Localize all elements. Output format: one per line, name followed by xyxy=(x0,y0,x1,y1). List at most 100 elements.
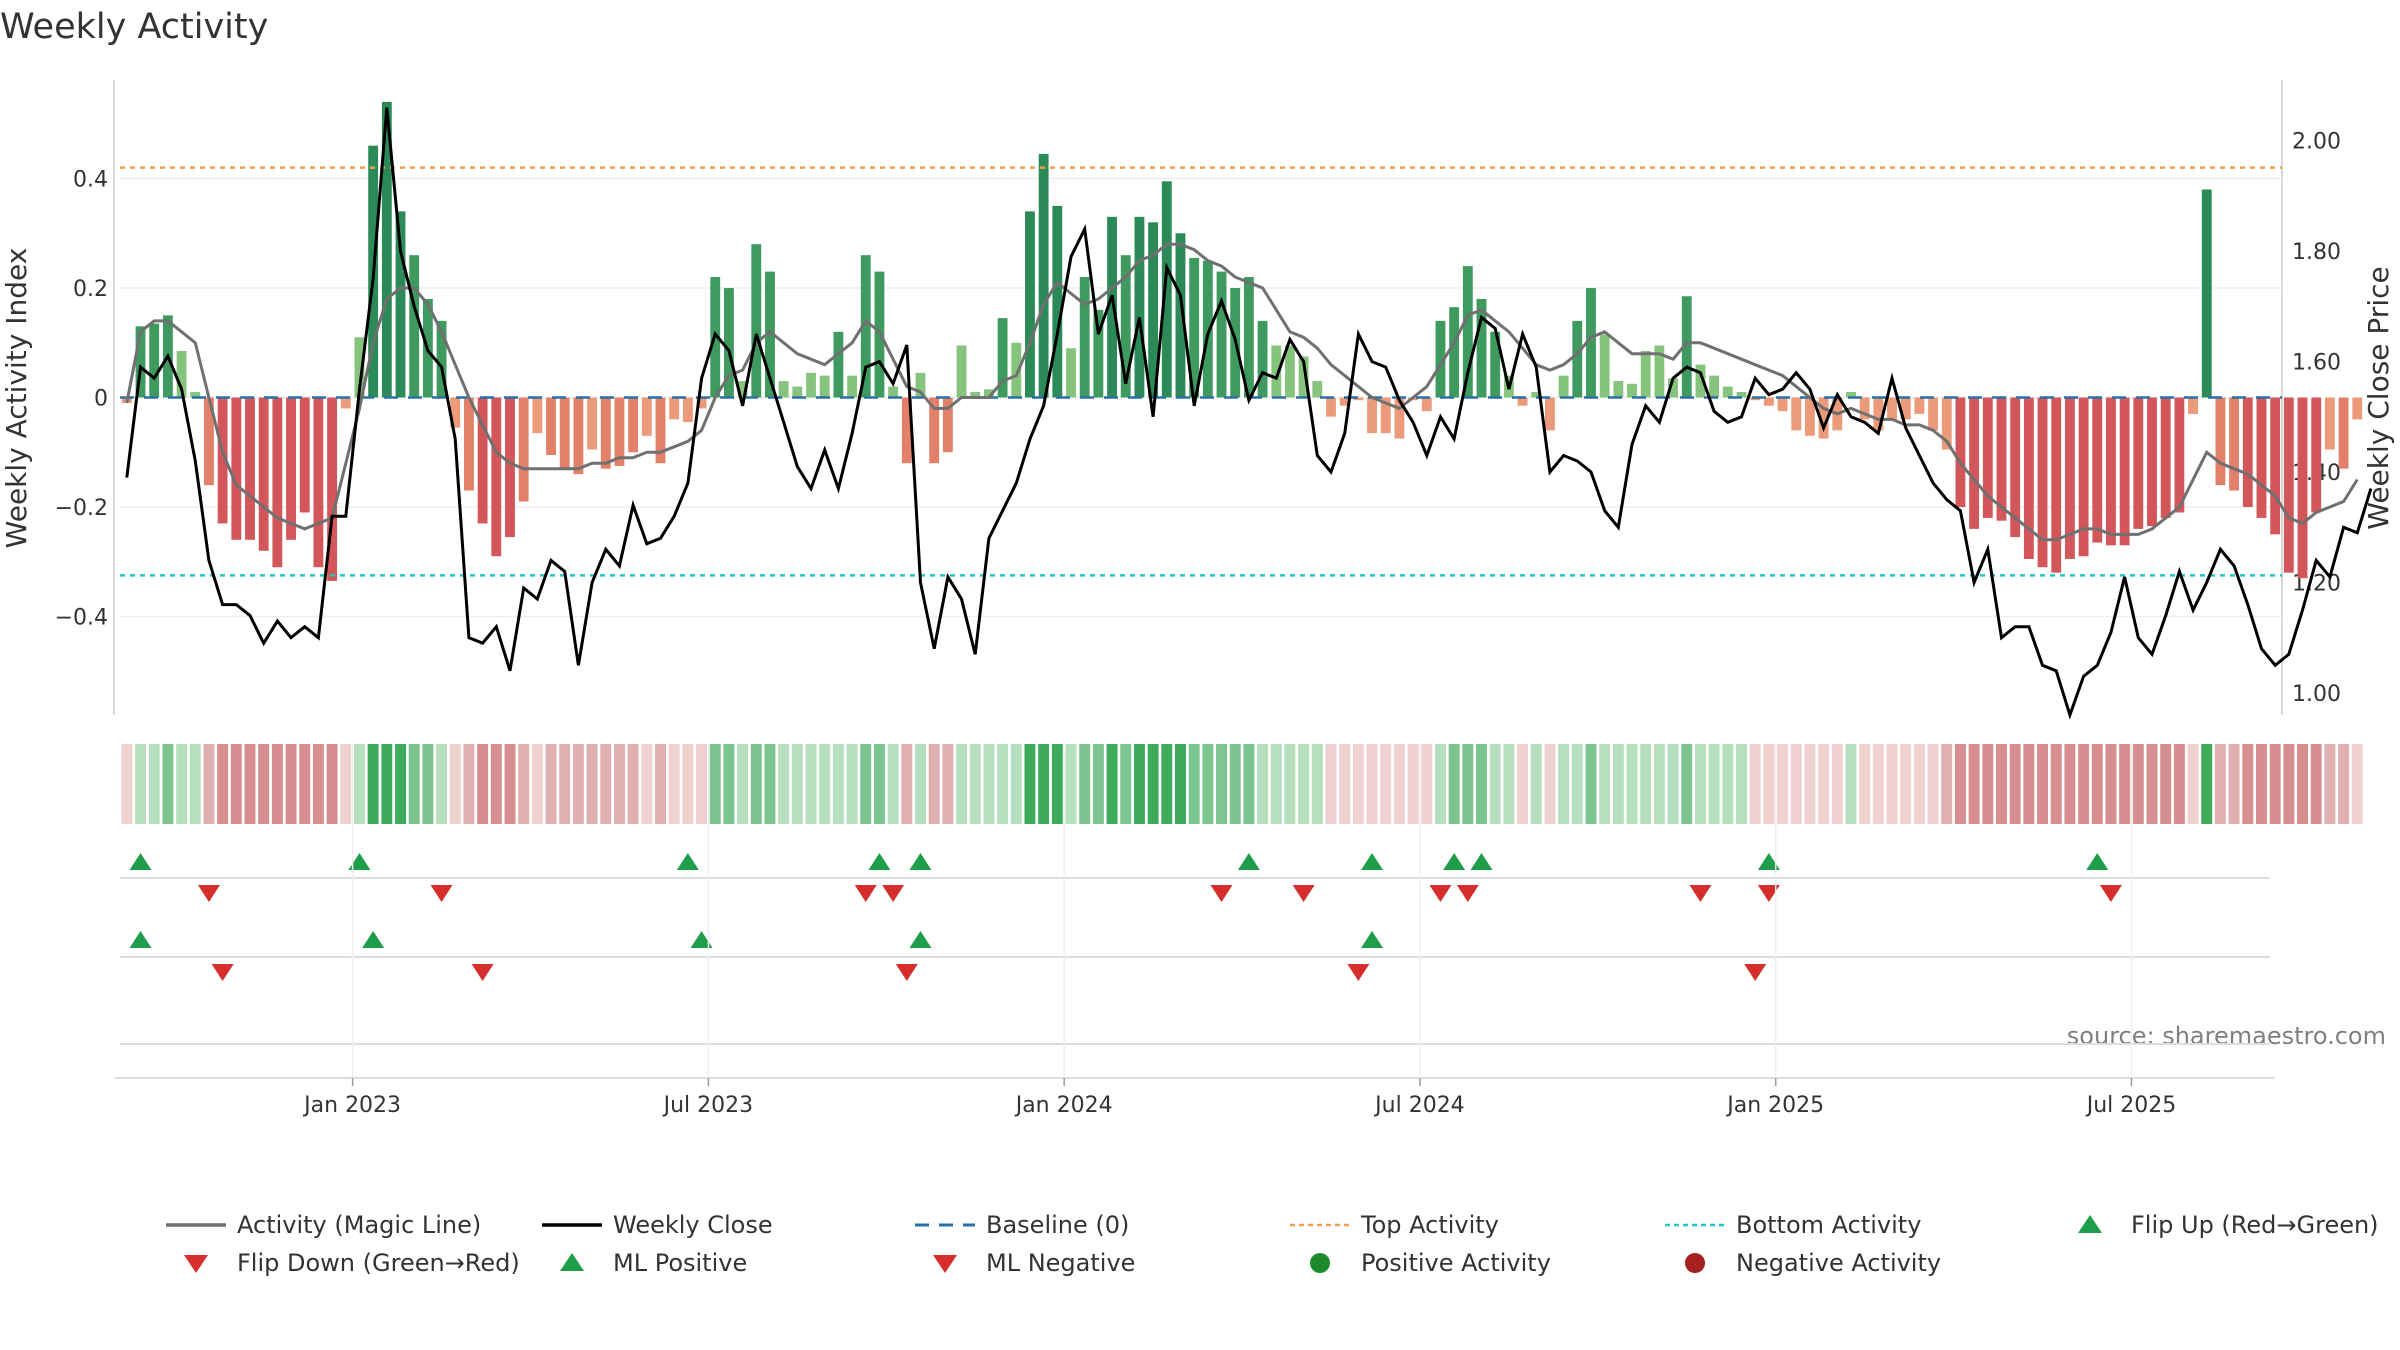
strip-cell xyxy=(832,744,844,824)
strip-cell xyxy=(2078,744,2090,824)
signal-down-marker xyxy=(2099,885,2122,902)
activity-bar xyxy=(1339,397,1350,406)
strip-cell xyxy=(1900,744,1912,824)
signal-up-marker xyxy=(1361,853,1384,870)
strip-cell xyxy=(1544,744,1556,824)
strip-cell xyxy=(2037,744,2049,824)
strip-cell xyxy=(764,744,776,824)
strip-cell xyxy=(1257,744,1269,824)
legend: Activity (Magic Line) Weekly Close Baselin… xyxy=(166,1211,2379,1277)
strip-cell xyxy=(2119,744,2131,824)
strip-cell xyxy=(2105,744,2117,824)
strip-cell xyxy=(791,744,803,824)
strip-cell xyxy=(1708,744,1720,824)
activity-bar xyxy=(1627,383,1637,398)
strip-cell xyxy=(1722,744,1734,824)
activity-bar xyxy=(532,397,543,434)
activity-bar xyxy=(1134,216,1145,398)
main-plot: 0.40.20−0.2−0.42.001.801.601.401.201.00W… xyxy=(0,80,2395,720)
strip-cell xyxy=(1133,744,1145,824)
strip-cell xyxy=(2173,744,2185,824)
strip-cell xyxy=(1585,744,1597,824)
strip-cell xyxy=(1229,744,1241,824)
strip-cell xyxy=(2064,744,2076,824)
activity-bar xyxy=(2023,397,2034,559)
strip-cell xyxy=(1777,744,1789,824)
x-axis: Jan 2023 Jul 2023 Jan 2024 Jul 2024 Jan 2025… xyxy=(302,745,2176,1118)
signal-down-marker xyxy=(430,885,453,902)
strip-cell xyxy=(1270,744,1282,824)
strip-cell xyxy=(1106,744,1118,824)
signal-up-marker xyxy=(1237,853,1260,870)
strip-cell xyxy=(969,744,981,824)
activity-bar xyxy=(2215,397,2226,486)
activity-bar xyxy=(2051,397,2062,573)
legend-swatch xyxy=(933,1255,957,1273)
activity-bar xyxy=(1421,397,1432,412)
strip-cell xyxy=(2283,744,2295,824)
strip-cell xyxy=(1407,744,1419,824)
strip-cell xyxy=(1024,744,1036,824)
y-axis-label-right: Weekly Close Price xyxy=(2362,266,2395,529)
activity-bar xyxy=(2133,397,2144,529)
strip-cell xyxy=(778,744,790,824)
legend-swatch xyxy=(1685,1253,1705,1273)
left-tick-label: 0.2 xyxy=(73,277,108,302)
activity-bar xyxy=(1750,397,1761,401)
activity-bar xyxy=(682,397,693,423)
strip-cell xyxy=(1996,744,2007,824)
activity-bar xyxy=(505,397,515,538)
activity-bar xyxy=(806,372,816,398)
activity-bar xyxy=(1599,334,1610,398)
activity-bar xyxy=(696,397,707,409)
activity-bar xyxy=(491,397,502,557)
strip-cell xyxy=(422,744,434,824)
signal-up-marker xyxy=(909,931,932,948)
strip-cell xyxy=(655,744,666,824)
strip-cell xyxy=(805,744,817,824)
activity-bar xyxy=(1175,233,1186,398)
strip-cell xyxy=(627,744,639,824)
signal-up-marker xyxy=(362,931,385,948)
activity-bar xyxy=(1695,364,1706,398)
activity-bar xyxy=(1941,397,1952,450)
legend-label: Baseline (0) xyxy=(986,1211,1129,1239)
strip-cell xyxy=(1927,744,1939,824)
strip-cell xyxy=(1421,744,1433,824)
activity-bar xyxy=(1367,397,1377,434)
strip-cell xyxy=(1736,744,1747,824)
x-tick-label: Jan 2024 xyxy=(1014,1093,1113,1118)
activity-bar xyxy=(1271,345,1282,398)
activity-bar xyxy=(2242,397,2253,507)
activity-bar xyxy=(997,318,1008,398)
left-tick-label: −0.4 xyxy=(55,605,108,630)
activity-bar xyxy=(1380,397,1391,434)
activity-bar xyxy=(1490,331,1501,398)
signal-down-marker xyxy=(1744,964,1767,981)
strip-cell xyxy=(326,744,338,824)
chart-title: Weekly Activity xyxy=(0,7,268,47)
strip-cell xyxy=(2351,744,2363,824)
strip-cell xyxy=(887,744,899,824)
strip-cell xyxy=(408,744,420,824)
activity-bar xyxy=(942,397,953,453)
legend-label: Flip Down (Green→Red) xyxy=(237,1249,520,1277)
strip-cell xyxy=(395,744,406,824)
legend-label: ML Positive xyxy=(613,1249,747,1277)
strip-cell xyxy=(1763,744,1775,824)
strip-cell xyxy=(1612,744,1624,824)
activity-bar xyxy=(546,397,556,455)
activity-bar xyxy=(2147,397,2157,527)
strip-cell xyxy=(299,744,311,824)
activity-bar xyxy=(1859,397,1870,420)
activity-bar xyxy=(450,397,461,428)
signal-up-marker xyxy=(1443,853,1466,870)
activity-bar xyxy=(299,397,310,513)
strip-cell xyxy=(600,744,612,824)
legend-label: ML Negative xyxy=(986,1249,1135,1277)
activity-bar xyxy=(286,397,296,540)
strip-cell xyxy=(340,744,352,824)
activity-bar xyxy=(1517,397,1528,406)
strip-cell xyxy=(1503,744,1515,824)
activity-bar xyxy=(2188,397,2198,414)
